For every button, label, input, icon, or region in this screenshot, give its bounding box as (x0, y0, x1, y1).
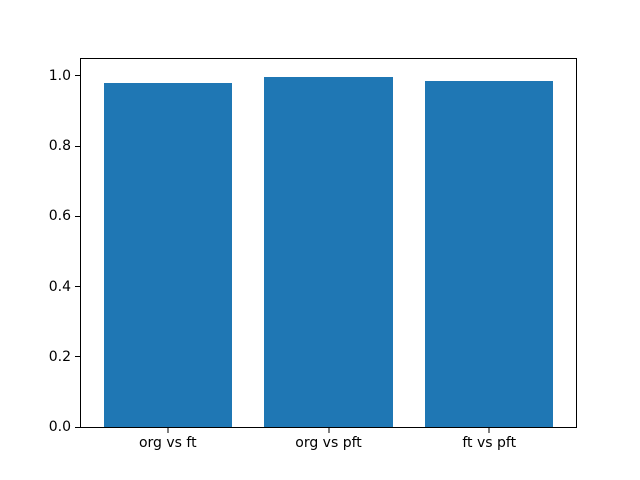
y-tick-label: 0.6 (48, 208, 71, 225)
x-tick-label: org vs pft (295, 435, 362, 451)
bar-ft-vs-pft (424, 81, 554, 427)
y-tick-label: 0.4 (48, 278, 71, 295)
x-tick-label: org vs ft (138, 435, 197, 451)
y-tick-mark (75, 286, 80, 288)
bar-org-vs-pft (264, 76, 393, 427)
y-tick-mark (75, 356, 80, 358)
plot-area: org vs ft org vs pft ft vs pft 0.0 0.2 0.4 0.6… (49, 58, 577, 450)
y-tick-label: 0.8 (48, 138, 71, 155)
x-tick-mark (488, 428, 490, 433)
x-tick-label: ft vs pft (462, 435, 517, 451)
y-tick-mark (75, 145, 80, 147)
x-tick-mark (167, 428, 169, 433)
y-tick-label: 0.2 (48, 348, 71, 365)
y-tick-mark (75, 75, 80, 77)
y-tick-mark (75, 426, 80, 428)
y-tick-label: 1.0 (48, 67, 71, 84)
y-tick-mark (75, 215, 80, 217)
y-tick-label: 0.0 (48, 419, 71, 435)
x-tick-mark (328, 428, 329, 433)
bar-org-vs-ft (103, 83, 233, 427)
